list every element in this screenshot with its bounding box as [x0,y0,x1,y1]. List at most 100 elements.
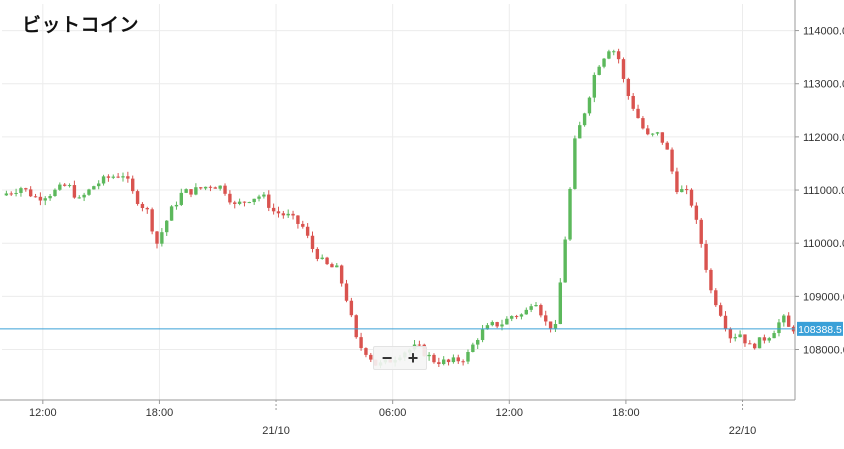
candle-down [310,235,315,249]
y-tick-label: 111000.0 [803,185,844,197]
x-tick-label: 12:00 [29,407,57,419]
candle-up [534,304,538,307]
candle-down [364,348,368,355]
candle-down [271,207,276,212]
candle-up [218,185,222,189]
candle-down [718,305,723,316]
candle-up [160,232,164,244]
candle-down [131,178,135,192]
candle-down [33,196,38,198]
candle-up [553,324,558,329]
candle-down [762,337,767,341]
candle-down [728,328,733,339]
candle-up [476,340,480,345]
candle-down [315,248,320,259]
candle-down [349,300,354,316]
candle-up [602,58,606,67]
candle-up [19,188,23,193]
candle-up [480,329,485,341]
x-tick-label: 18:00 [146,407,174,419]
candle-up [169,206,174,221]
candle-up [427,354,431,357]
candle-down [267,194,271,208]
candle-down [281,213,286,216]
candle-down [339,265,344,284]
candle-down [233,202,237,204]
candle-up [733,337,737,339]
candle-up [607,51,611,59]
candle-up [237,201,242,204]
candle-up [252,198,256,203]
candle-down [670,149,674,172]
candle-down [116,176,120,178]
candle-up [587,97,592,114]
y-tick-label: 109000.0 [803,291,844,303]
candle-down [709,269,713,291]
candle-down [208,186,213,188]
x-tick-label: 12:00 [496,407,524,419]
candle-up [500,324,504,327]
candle-down [223,185,227,194]
candle-up [247,202,252,204]
candle-down [359,337,363,349]
candle-up [529,306,533,310]
y-tick-label: 114000.0 [803,26,844,38]
candle-up [4,193,9,196]
candle-down [446,359,451,363]
candle-down [228,193,232,203]
candle-up [184,189,188,193]
candle-down [417,344,422,346]
candle-up [77,197,81,199]
candle-down [694,205,699,220]
grid-layer [2,4,795,400]
y-tick-label: 113000.0 [803,79,844,91]
x-tick-label: 18:00 [612,407,640,419]
zoom-in-button[interactable]: + [407,348,419,368]
candle-up [582,113,587,126]
candle-up [524,309,528,315]
candle-up [48,196,52,199]
zoom-out-button[interactable]: − [381,348,393,368]
candle-up [203,186,208,189]
candle-down [641,118,645,129]
candle-up [92,186,96,190]
candle-down [660,132,665,143]
candle-down [330,264,334,268]
candle-down [199,187,203,189]
candle-up [558,282,563,325]
candle-up [82,194,86,198]
candle-down [689,189,694,206]
candle-up [505,318,509,325]
candle-down [621,59,626,79]
candle-up [738,334,742,338]
candle-down [301,223,305,227]
candle-up [680,189,684,193]
candle-up [757,337,762,349]
candle-up [655,132,660,134]
candle-down [684,189,689,191]
axis-layer: 108000.0 109000.0 110000.0 111000.0 112000.0… [0,0,844,437]
candle-up [597,66,601,75]
candle-down [514,316,519,318]
candle-down [548,321,553,329]
candle-down [140,203,145,209]
candle-down [636,108,640,119]
candle-up [53,189,57,197]
candle-up [335,265,339,268]
zoom-controls: − + [373,346,427,370]
candle-down [461,361,465,363]
chart-title: ビットコイン [22,14,140,36]
candle-up [257,196,261,199]
candle-down [437,362,441,365]
candle-down [748,343,752,345]
candle-up [471,344,475,352]
candle-down [665,142,669,150]
candle-up [121,176,125,178]
y-tick-label: 112000.0 [803,132,844,144]
candle-up [67,185,72,187]
candle-up [101,176,106,184]
candle-down [28,189,33,197]
candle-down [495,322,499,327]
